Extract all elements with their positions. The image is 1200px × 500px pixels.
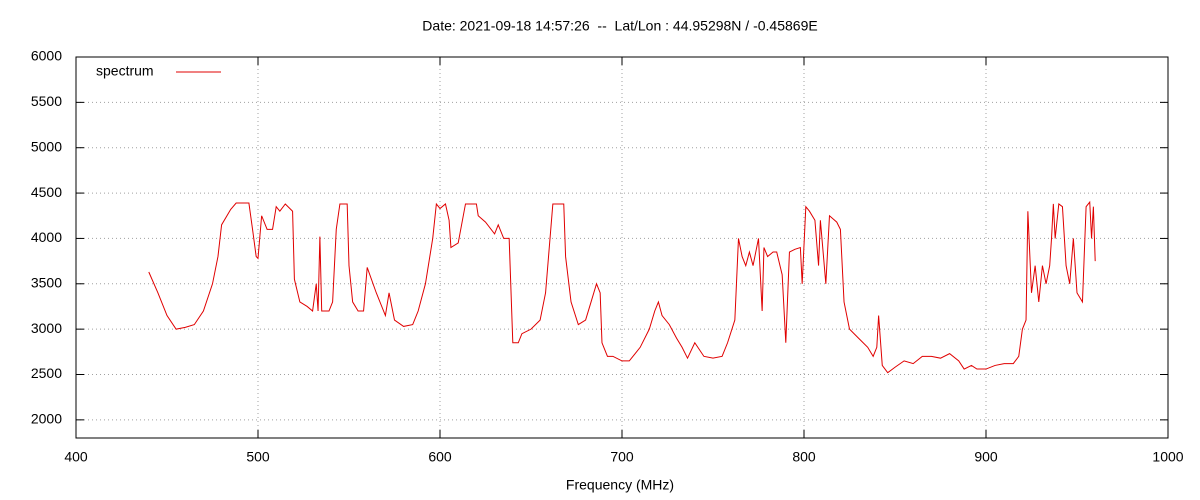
x-tick-label: 900: [974, 449, 998, 465]
y-tick-label: 5500: [31, 93, 62, 109]
x-tick-label: 1000: [1152, 449, 1183, 465]
y-tick-label: 4500: [31, 184, 62, 200]
y-tick-label: 3000: [31, 320, 62, 336]
x-tick-label: 700: [610, 449, 634, 465]
x-tick-label: 500: [246, 449, 270, 465]
series-line: [148, 200, 1096, 374]
x-axis-label: Frequency (MHz): [566, 477, 674, 493]
legend-label: spectrum: [96, 63, 154, 79]
y-tick-label: 6000: [31, 48, 62, 64]
x-tick-label: 400: [64, 449, 88, 465]
y-tick-label: 2000: [31, 411, 62, 427]
x-tick-label: 600: [428, 449, 452, 465]
y-tick-label: 3500: [31, 274, 62, 290]
plot-border: [75, 56, 1169, 439]
y-tick-label: 4000: [31, 229, 62, 245]
y-tick-label: 2500: [31, 365, 62, 381]
chart-title: Date: 2021-09-18 14:57:26 -- Lat/Lon : 4…: [422, 18, 817, 34]
x-tick-label: 800: [792, 449, 816, 465]
y-tick-label: 5000: [31, 138, 62, 154]
